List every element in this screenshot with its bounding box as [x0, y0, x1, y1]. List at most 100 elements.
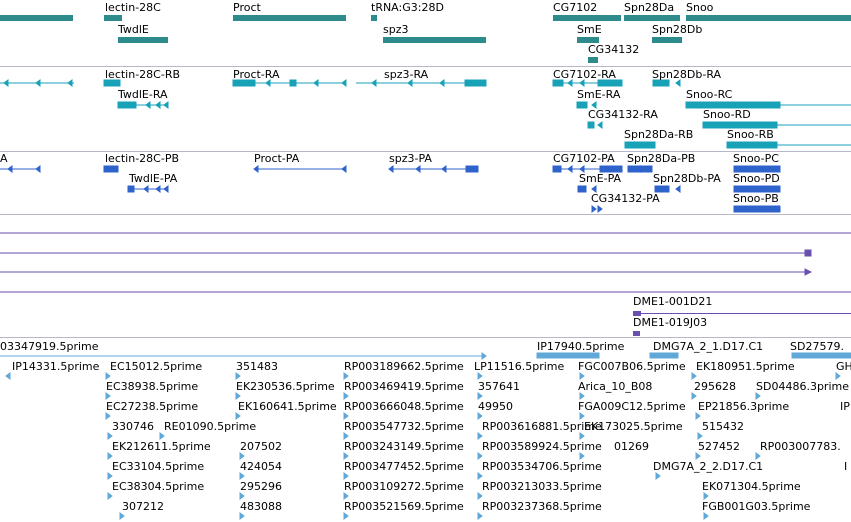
gene-label[interactable]: spz3 [383, 23, 409, 36]
est-label[interactable]: EK160641.5prime [238, 400, 337, 413]
est-label[interactable]: RP003007783. [760, 440, 841, 453]
transcript-label[interactable]: CG7102-RA [553, 68, 616, 81]
est-label[interactable]: Arica_10_B08 [578, 380, 653, 393]
gene-feature[interactable] [624, 15, 680, 21]
protein-label[interactable]: Proct-PA [254, 152, 300, 165]
est-label[interactable]: 207502 [240, 440, 282, 453]
gene-label[interactable]: CG7102 [553, 1, 598, 14]
transcript-label[interactable]: Spn28Da-RB [624, 128, 694, 141]
gene-feature[interactable] [118, 37, 168, 43]
transcript-label[interactable]: Proct-RA [233, 68, 280, 81]
transcript-label[interactable]: CG34132-RA [588, 108, 658, 121]
est-label[interactable]: GH [836, 360, 851, 373]
est-label[interactable]: 351483 [236, 360, 278, 373]
est-label[interactable]: 424054 [240, 460, 282, 473]
protein-label[interactable]: Spn28Db-PA [653, 172, 721, 185]
protein-label[interactable]: Snoo-PC [733, 152, 779, 165]
est-label[interactable]: 49950 [478, 400, 513, 413]
gene-feature[interactable] [652, 37, 682, 43]
est-label[interactable]: RP003666048.5prime [344, 400, 464, 413]
est-label[interactable]: SD27579. [790, 340, 844, 353]
est-label[interactable]: IP17940.5prime [537, 340, 625, 353]
est-label[interactable]: RP003477452.5prime [344, 460, 464, 473]
est-label[interactable]: RP003616881.5prime [482, 420, 602, 433]
transcript-label[interactable]: TwdlE-RA [118, 88, 168, 101]
est-label[interactable]: SD04486.3prime [756, 380, 849, 393]
protein-label[interactable]: Snoo-PD [733, 172, 780, 185]
est-label[interactable]: EP21856.3prime [698, 400, 790, 413]
gene-label[interactable]: Proct [233, 1, 261, 14]
est-label[interactable]: 295296 [240, 480, 282, 493]
est-label[interactable]: I [844, 460, 848, 473]
est-label[interactable]: RP003237368.5prime [482, 500, 602, 513]
est-label[interactable]: DMG7A_2_2.D17.C1 [653, 460, 764, 473]
gene-feature[interactable] [577, 37, 599, 43]
est-label[interactable]: EK230536.5prime [236, 380, 335, 393]
est-label[interactable]: RP003109272.5prime [344, 480, 464, 493]
gene-feature[interactable] [0, 15, 73, 21]
gene-feature[interactable] [104, 15, 122, 21]
est-label[interactable]: IP [840, 400, 850, 413]
est-label[interactable]: RP003243149.5prime [344, 440, 464, 453]
transcript-label[interactable]: Snoo-RD [703, 108, 751, 121]
est-label[interactable]: 357641 [478, 380, 520, 393]
gene-label[interactable]: CG34132 [588, 43, 640, 56]
transcript-label[interactable]: Snoo-RB [727, 128, 774, 141]
est-label[interactable]: RP003189662.5prime [344, 360, 464, 373]
est-label[interactable]: EK212611.5prime [112, 440, 211, 453]
protein-label[interactable]: TwdlE-PA [129, 172, 178, 185]
est-label[interactable]: RP003469419.5prime [344, 380, 464, 393]
est-label[interactable]: DMG7A_2_1.D17.C1 [653, 340, 764, 353]
est-label[interactable]: EK180951.5prime [696, 360, 795, 373]
est-label[interactable]: EK071304.5prime [702, 480, 801, 493]
gene-feature[interactable] [588, 57, 598, 63]
protein-label[interactable]: CG7102-PA [553, 152, 615, 165]
transcript-label[interactable]: spz3-RA [384, 68, 429, 81]
protein-label[interactable]: CG34132-PA [591, 192, 660, 205]
est-label[interactable]: RP003213033.5prime [482, 480, 602, 493]
gene-feature[interactable] [686, 15, 851, 21]
est-label[interactable]: EC38304.5prime [112, 480, 205, 493]
protein-label[interactable]: lectin-28C-PB [105, 152, 180, 165]
protein-label[interactable]: Spn28Da-PB [627, 152, 696, 165]
est-label[interactable]: RE01090.5prime [164, 420, 257, 433]
est-label[interactable]: EC33104.5prime [112, 460, 205, 473]
est-label[interactable]: RP003547732.5prime [344, 420, 464, 433]
est-label[interactable]: FGC007B06.5prime [578, 360, 686, 373]
est-label[interactable]: 307212 [122, 500, 164, 513]
est-label[interactable]: 483088 [240, 500, 282, 513]
gene-label[interactable]: lectin-28C [105, 1, 161, 14]
gene-label[interactable]: Spn28Db [652, 23, 703, 36]
gene-label[interactable]: tRNA:G3:28D [371, 1, 444, 14]
est-label[interactable]: 295628 [694, 380, 736, 393]
transcript-label[interactable]: lectin-28C-RB [105, 68, 181, 81]
gene-feature[interactable] [383, 37, 486, 43]
clone-label[interactable]: DME1-019J03 [633, 316, 708, 329]
transcript-label[interactable]: Snoo-RC [686, 88, 733, 101]
transcript-label[interactable]: SmE-RA [577, 88, 621, 101]
clone-label[interactable]: DME1-001D21 [633, 295, 713, 308]
est-label[interactable]: 515432 [702, 420, 744, 433]
est-label[interactable]: 330746 [112, 420, 154, 433]
gene-feature[interactable] [233, 15, 346, 21]
est-label[interactable]: FGB001G03.5prime [702, 500, 811, 513]
gene-feature[interactable] [553, 15, 621, 21]
est-label[interactable]: 03347919.5prime [0, 340, 99, 353]
transcript-label[interactable]: Spn28Db-RA [652, 68, 722, 81]
est-label[interactable]: EK173025.5prime [584, 420, 683, 433]
est-label[interactable]: IP14331.5prime [12, 360, 100, 373]
est-label[interactable]: EC15012.5prime [110, 360, 203, 373]
est-label[interactable]: RP003534706.5prime [482, 460, 602, 473]
est-label[interactable]: LP11516.5prime [474, 360, 565, 373]
est-label[interactable]: 527452 [698, 440, 740, 453]
gene-label[interactable]: SmE [577, 23, 602, 36]
est-label[interactable]: RP003521569.5prime [344, 500, 464, 513]
clone-feature[interactable] [633, 331, 640, 336]
est-label[interactable]: EC38938.5prime [106, 380, 199, 393]
gene-label[interactable]: Snoo [686, 1, 714, 14]
est-label[interactable]: RP003589924.5prime [482, 440, 602, 453]
gene-feature[interactable] [371, 15, 377, 21]
protein-label[interactable]: spz3-PA [389, 152, 432, 165]
gene-label[interactable]: TwdlE [118, 23, 149, 36]
gene-label[interactable]: Spn28Da [624, 1, 675, 14]
